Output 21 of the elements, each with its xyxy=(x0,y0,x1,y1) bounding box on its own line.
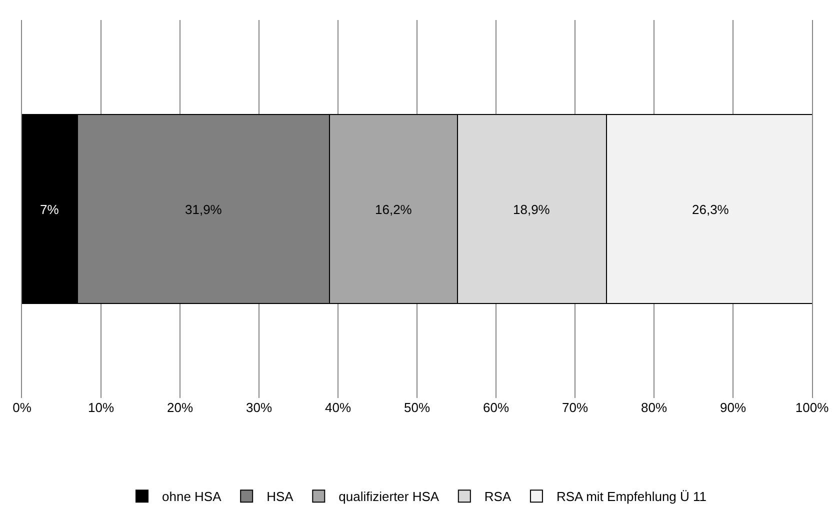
legend-label: RSA mit Empfehlung Ü 11 xyxy=(556,489,707,504)
legend-label: RSA xyxy=(484,489,512,504)
x-tick-label: 50% xyxy=(404,400,430,415)
x-tick-label: 100% xyxy=(795,400,830,415)
data-label: 16,2% xyxy=(375,202,412,217)
x-tick-label: 30% xyxy=(246,400,272,415)
x-tick-label: 40% xyxy=(324,400,352,415)
data-label: 7% xyxy=(40,202,60,217)
x-tick-label: 80% xyxy=(640,400,668,415)
legend-label: qualifizierter HSA xyxy=(338,489,440,504)
data-label: 18,9% xyxy=(513,202,550,217)
x-tick-label: 10% xyxy=(88,400,114,415)
legend-label: ohne HSA xyxy=(162,489,222,504)
data-label: 31,9% xyxy=(185,202,222,217)
x-tick-label: 90% xyxy=(720,400,746,415)
data-label: 26,3% xyxy=(692,202,730,217)
legend-label: HSA xyxy=(266,489,294,504)
x-tick-label: 20% xyxy=(166,400,194,415)
x-tick-label: 70% xyxy=(562,400,588,415)
x-tick-label: 0% xyxy=(12,400,32,415)
x-tick-label: 60% xyxy=(482,400,510,415)
